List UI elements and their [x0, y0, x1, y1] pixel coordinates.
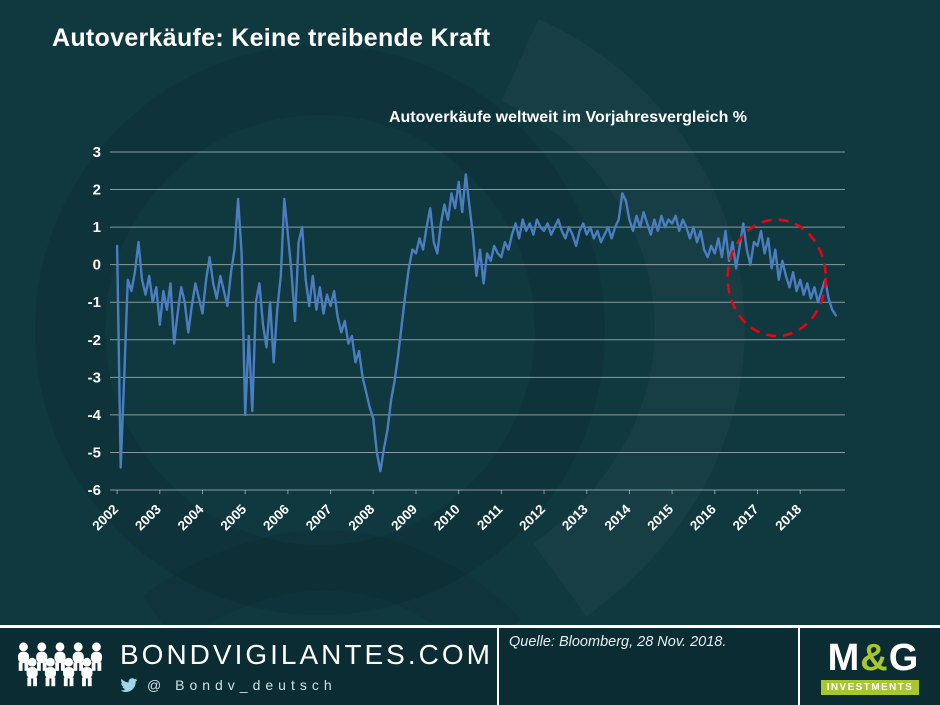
x-tick-label: 2010	[431, 502, 463, 534]
person-silhouette	[17, 641, 30, 671]
footer-brand-section: BONDVIGILANTES.COM @ Bondv_deutsch	[0, 628, 497, 705]
x-tick-label: 2012	[516, 502, 548, 534]
person-silhouette	[81, 657, 93, 686]
y-tick-label: -2	[88, 332, 101, 349]
x-tick-label: 2004	[175, 501, 207, 533]
y-tick-label: 1	[93, 219, 101, 236]
x-tick-label: 2016	[687, 501, 719, 533]
brand-link[interactable]: BONDVIGILANTES.COM	[120, 639, 493, 670]
source-note: Quelle: Bloomberg, 28 Nov. 2018.	[509, 634, 727, 650]
person-silhouette	[36, 641, 48, 671]
line-chart: Autoverkäufe weltweit im Vorjahresvergle…	[88, 109, 845, 534]
person-silhouette	[44, 657, 56, 686]
twitter-handle[interactable]: @ Bondv_deutsch	[120, 676, 493, 694]
x-tick-label: 2003	[132, 501, 164, 533]
x-tick-label: 2006	[260, 501, 292, 533]
x-tick-label: 2005	[217, 501, 249, 533]
person-silhouette	[90, 641, 103, 671]
mg-investments-label: INVESTMENTS	[820, 679, 920, 695]
brand-block: BONDVIGILANTES.COM @ Bondv_deutsch	[120, 639, 493, 694]
mg-logo-g: G	[888, 636, 920, 679]
x-tick-label: 2002	[89, 502, 121, 534]
logo-section: M&G INVESTMENTS	[800, 628, 940, 705]
source-section: Quelle: Bloomberg, 28 Nov. 2018.	[497, 628, 800, 705]
data-series-line	[115, 173, 837, 473]
chart-area: Autoverkäufe weltweit im Vorjahresvergle…	[0, 92, 940, 622]
person-silhouette	[26, 657, 38, 686]
mg-logo-ampersand: &	[860, 636, 889, 679]
page-title: Autoverkäufe: Keine treibende Kraft	[52, 24, 491, 52]
highlight-circle	[726, 218, 828, 338]
person-silhouette	[54, 641, 66, 671]
x-tick-label: 2008	[346, 501, 378, 533]
y-tick-label: -3	[88, 369, 101, 386]
x-tick-label: 2014	[602, 501, 634, 533]
x-tick-label: 2018	[772, 501, 804, 533]
x-tick-label: 2015	[644, 501, 676, 533]
y-tick-label: 3	[93, 144, 101, 161]
twitter-handle-label: @ Bondv_deutsch	[147, 677, 337, 693]
y-tick-label: 0	[93, 257, 101, 274]
mg-logo: M&G INVESTMENTS	[820, 639, 920, 695]
mg-logo-text: M&G	[828, 639, 920, 677]
y-tick-label: -5	[88, 444, 101, 461]
y-tick-label: -4	[88, 407, 102, 424]
x-tick-label: 2007	[303, 502, 335, 534]
y-tick-label: -1	[88, 294, 101, 311]
person-silhouette	[63, 657, 75, 686]
x-tick-label: 2009	[388, 502, 420, 534]
x-tick-label: 2017	[730, 502, 762, 534]
footer: BONDVIGILANTES.COM @ Bondv_deutsch Quell…	[0, 625, 940, 705]
y-tick-label: -6	[88, 482, 101, 499]
twitter-icon	[120, 678, 138, 692]
y-tick-label: 2	[93, 182, 101, 199]
x-tick-label: 2013	[559, 501, 591, 533]
crowd-icon	[17, 641, 103, 686]
mg-logo-m: M	[827, 636, 861, 679]
x-tick-label: 2011	[474, 501, 506, 533]
person-silhouette	[72, 641, 84, 671]
chart-title: Autoverkäufe weltweit im Vorjahresvergle…	[389, 109, 747, 126]
